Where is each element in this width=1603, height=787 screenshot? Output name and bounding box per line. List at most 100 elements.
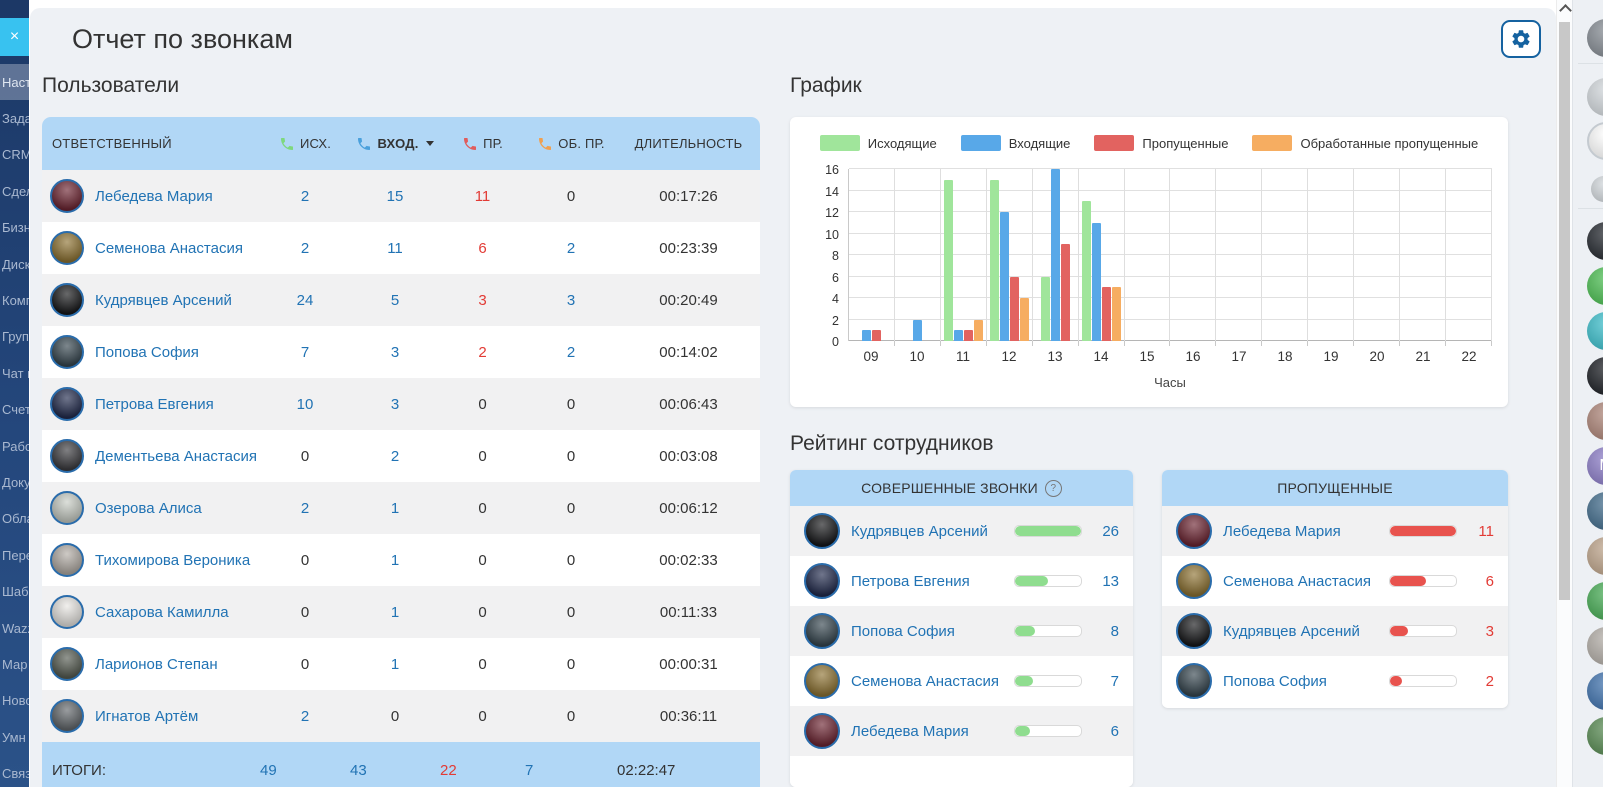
avatar <box>1176 513 1212 549</box>
sidebar-item[interactable]: Диск <box>2 256 29 272</box>
user-name-link[interactable]: Дементьева Анастасия <box>95 447 257 465</box>
contact-avatar[interactable] <box>1587 627 1603 665</box>
user-name-link[interactable]: Петрова Евгения <box>95 395 214 413</box>
table-row: Ларионов Степан 0 1 0 0 00:00:31 <box>42 638 760 690</box>
user-name-link[interactable]: Попова София <box>1223 672 1327 690</box>
user-name-link[interactable]: Тихомирова Вероника <box>95 551 251 569</box>
avatar <box>804 663 840 699</box>
incoming-value: 2 <box>390 447 400 465</box>
col-incoming[interactable]: ВХОД. <box>350 136 440 152</box>
col-handled[interactable]: ОБ. ПР. <box>525 136 617 152</box>
sidebar-item[interactable]: Сдел <box>2 183 29 199</box>
user-name-link[interactable]: Семенова Анастасия <box>851 672 999 690</box>
sidebar-item[interactable]: Wazz <box>2 620 29 636</box>
avatar <box>804 713 840 749</box>
chart-x-axis-title: Часы <box>1154 375 1186 390</box>
user-name-link[interactable]: Петрова Евгения <box>851 572 970 590</box>
outgoing-value: 7 <box>300 343 310 361</box>
contact-avatar[interactable] <box>1587 672 1603 710</box>
contact-avatar[interactable] <box>1587 402 1603 440</box>
users-table-totals: ИТОГИ: 49 43 22 7 02:22:47 <box>42 742 760 787</box>
user-name-link[interactable]: Кудрявцев Арсений <box>851 522 988 540</box>
user-name-link[interactable]: Семенова Анастасия <box>95 239 243 257</box>
notifications-icon[interactable] <box>1587 78 1603 116</box>
settings-button[interactable] <box>1501 20 1541 58</box>
sidebar-item[interactable]: Умн <box>2 729 26 745</box>
phone-rail-icon[interactable] <box>1591 176 1603 202</box>
user-name-link[interactable]: Игнатов Артём <box>95 707 199 725</box>
incoming-value: 1 <box>390 655 400 673</box>
contact-avatar[interactable] <box>1587 357 1603 395</box>
sidebar-item[interactable]: Счет <box>2 402 29 418</box>
sidebar-item[interactable]: Рабо <box>2 438 29 454</box>
sidebar-item[interactable]: Связ <box>2 766 29 782</box>
user-name-link[interactable]: Попова София <box>95 343 199 361</box>
sidebar-item[interactable]: Мар <box>2 656 28 672</box>
outgoing-value: 2 <box>300 239 310 257</box>
table-row: Петрова Евгения 10 3 0 0 00:06:43 <box>42 378 760 430</box>
close-tab[interactable]: × <box>0 18 29 56</box>
user-name-link[interactable]: Кудрявцев Арсений <box>95 291 232 309</box>
scroll-up-icon[interactable] <box>1559 4 1572 17</box>
sidebar-item[interactable]: Ново <box>2 693 29 709</box>
user-name-link[interactable]: Кудрявцев Арсений <box>1223 622 1360 640</box>
contact-avatar[interactable] <box>1587 312 1603 350</box>
col-outgoing[interactable]: ИСХ. <box>260 136 350 152</box>
sidebar-item[interactable]: Груп <box>2 329 29 345</box>
sidebar-item[interactable]: Шаб <box>2 584 29 600</box>
gridline <box>849 318 1492 320</box>
contact-avatar[interactable] <box>1587 717 1603 755</box>
contact-avatar[interactable] <box>1587 492 1603 530</box>
sidebar-item[interactable]: Доку <box>2 474 29 490</box>
gridline <box>849 340 1492 341</box>
avatar <box>804 563 840 599</box>
rating-value: 6 <box>1485 572 1494 590</box>
contact-avatar[interactable] <box>1587 537 1603 575</box>
user-name-link[interactable]: Озерова Алиса <box>95 499 202 517</box>
users-heading: Пользователи <box>42 74 180 97</box>
profile-icon[interactable] <box>1587 19 1603 57</box>
sidebar-item[interactable]: Комп <box>2 293 29 309</box>
rating-value: 7 <box>1110 672 1119 690</box>
table-row: Тихомирова Вероника 0 1 0 0 00:02:33 <box>42 534 760 586</box>
sidebar-item[interactable]: Пере <box>2 547 29 563</box>
col-missed[interactable]: ПР. <box>440 136 525 152</box>
sidebar-item[interactable]: Бизн <box>2 220 29 236</box>
rating-value: 3 <box>1485 622 1494 640</box>
rating-row: Кудрявцев Арсений 3 <box>1162 606 1508 656</box>
user-name-link[interactable]: Ларионов Степан <box>95 655 218 673</box>
sidebar-item[interactable]: Зада <box>2 111 29 127</box>
gridline <box>849 254 1492 255</box>
hour-column <box>1446 169 1492 341</box>
col-responsible[interactable]: ОТВЕТСТВЕННЫЙ <box>52 136 172 151</box>
progress-fill <box>1015 726 1031 736</box>
user-name-link[interactable]: Семенова Анастасия <box>1223 572 1371 590</box>
legend-swatch <box>1094 135 1135 151</box>
time-icon[interactable] <box>1587 122 1603 160</box>
help-icon[interactable]: ? <box>1044 479 1062 497</box>
duration-value: 00:14:02 <box>659 343 718 361</box>
user-name-link[interactable]: Лебедева Мария <box>95 187 213 205</box>
sidebar-item[interactable]: CRM <box>2 147 29 163</box>
sidebar-item[interactable]: Чат и <box>2 365 29 381</box>
contact-avatar[interactable] <box>1587 267 1603 305</box>
col-duration[interactable]: ДЛИТЕЛЬНОСТЬ <box>634 136 743 151</box>
sidebar-item[interactable]: Наст <box>0 64 29 101</box>
rating-row: Семенова Анастасия 7 <box>790 656 1133 706</box>
vertical-scrollbar[interactable] <box>1556 0 1572 787</box>
scrollbar-thumb[interactable] <box>1559 22 1570 600</box>
contact-avatar[interactable]: M <box>1587 447 1603 485</box>
user-name-link[interactable]: Попова София <box>851 622 955 640</box>
user-name-link[interactable]: Сахарова Камилла <box>95 603 229 621</box>
x-tick <box>1354 341 1401 346</box>
missed-value: 0 <box>478 551 487 569</box>
users-table-header: ОТВЕТСТВЕННЫЙ ИСХ. ВХОД. ПР. ОБ. ПР. ДЛИ… <box>42 117 760 170</box>
contact-avatar[interactable] <box>1587 582 1603 620</box>
sidebar-item[interactable]: Обла <box>2 511 29 527</box>
avatar <box>1176 663 1212 699</box>
incoming-value: 0 <box>390 707 400 725</box>
contact-avatar[interactable] <box>1587 222 1603 260</box>
x-tick <box>1216 341 1263 346</box>
user-name-link[interactable]: Лебедева Мария <box>1223 522 1341 540</box>
user-name-link[interactable]: Лебедева Мария <box>851 722 969 740</box>
